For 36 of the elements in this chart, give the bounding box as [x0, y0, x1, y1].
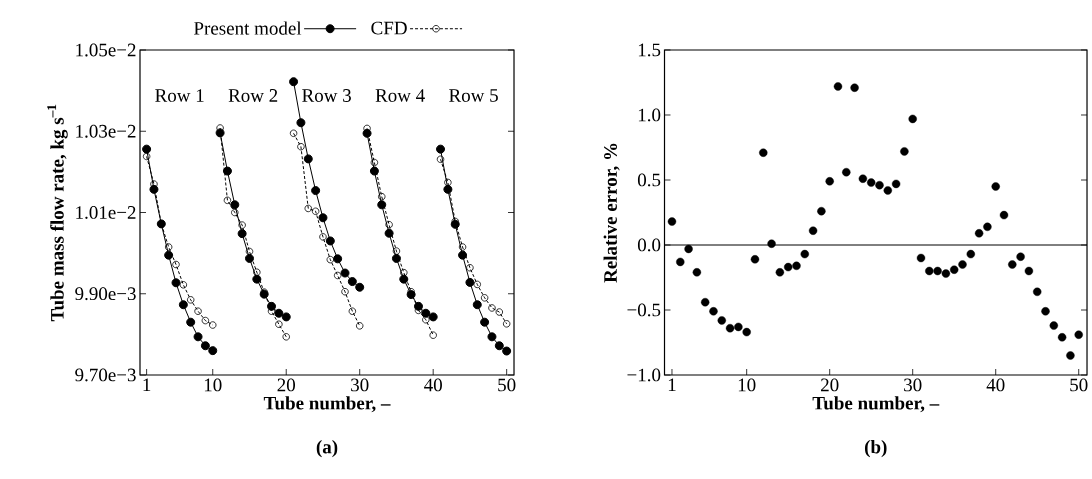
x-axis-title: Tube number, – [263, 396, 391, 413]
x-tick-label: 40 [424, 378, 442, 392]
y-tick-label: −1.0 [627, 368, 661, 382]
y-tick-label: 1.03e−2 [76, 124, 136, 138]
annotation: Row 5 [449, 89, 498, 102]
y-tick-label: 0.0 [637, 238, 661, 252]
x-tick-label: 1 [143, 378, 151, 392]
annotation: Row 4 [375, 89, 425, 102]
annotation: Row 1 [155, 89, 204, 102]
y-tick-label: 1.05e−2 [76, 43, 136, 57]
text: (b) [864, 440, 887, 458]
y-tick-label: 1.01e−2 [76, 206, 136, 219]
legend-label: Present model [193, 21, 302, 35]
x-tick-label: 10 [738, 378, 756, 392]
x-tick-label: 50 [498, 378, 516, 392]
annotation: Row 3 [302, 89, 351, 102]
y-axis-title: Tube mass flow rate, kg s$^{–1}$ [47, 104, 68, 322]
x-axis-title: Tube number, – [812, 396, 940, 413]
y-tick-label: 0.5 [637, 173, 661, 187]
text: (a) [316, 440, 338, 458]
x-tick-label: 50 [1070, 378, 1088, 392]
y-axis-title: Relative error, % [603, 143, 620, 283]
x-tick-label: 1 [668, 378, 676, 392]
y-tick-label: 9.90e−3 [75, 287, 136, 301]
x-tick-label: 20 [277, 378, 296, 392]
annotation: Row 2 [228, 89, 278, 102]
x-tick-label: 20 [821, 378, 839, 392]
y-tick-label: 1.0 [638, 108, 661, 122]
x-tick-label: 30 [351, 378, 369, 392]
x-tick-label: 40 [986, 378, 1005, 392]
y-tick-label: 9.70e−3 [75, 368, 136, 382]
x-tick-label: 30 [904, 378, 922, 392]
y-tick-label: 1.5 [638, 43, 661, 57]
x-tick-label: 10 [204, 378, 222, 392]
y-tick-label: −0.5 [627, 303, 661, 317]
legend-label: CFD [371, 21, 407, 35]
